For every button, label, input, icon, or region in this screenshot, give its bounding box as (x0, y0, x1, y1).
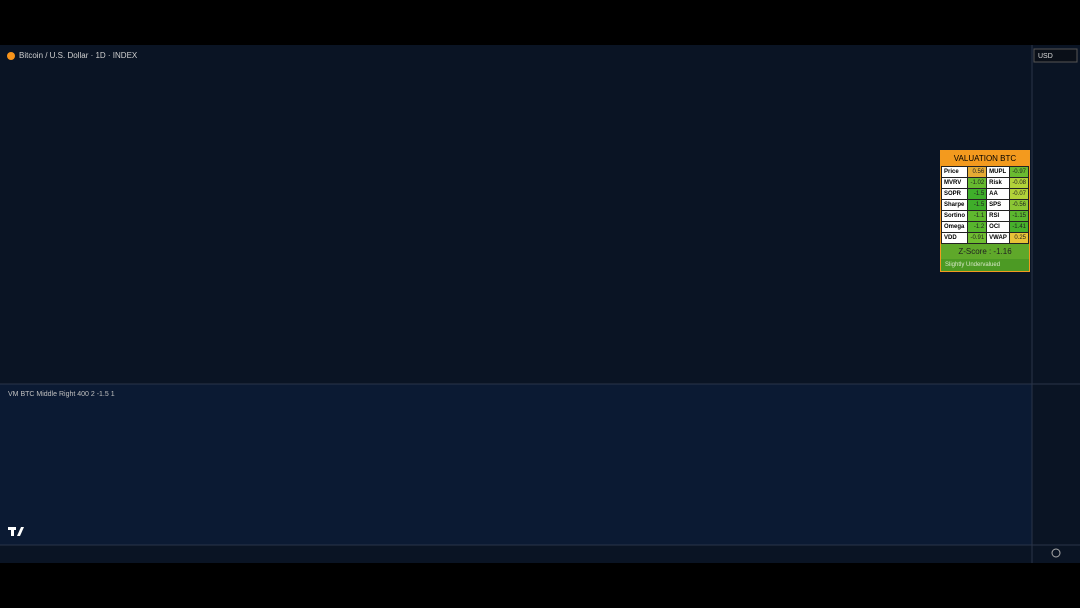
metric-value: -0.97 (1009, 166, 1029, 178)
metric-name: MVRV (940, 177, 969, 189)
metric-value: -1.15 (1009, 210, 1029, 222)
metric-name: MUPL (986, 166, 1011, 178)
metric-name: RSI (986, 210, 1011, 222)
metric-name: SOPR (940, 188, 969, 200)
oscillator-background (0, 384, 1032, 545)
settings-icon[interactable] (1051, 548, 1061, 558)
symbol-icon (7, 52, 15, 60)
metrics-grid: Price 0.56 MUPL -0.97 MVRV -1.02 Risk -0.08 SOPR… (940, 166, 1029, 244)
currency-button[interactable] (1033, 48, 1078, 63)
metric-name: Sharpe (940, 199, 969, 211)
metric-name: AA (986, 188, 1011, 200)
indicator-title: VM BTC Middle Right 400 2 -1.5 1 (8, 391, 115, 398)
metric-name: SPS (986, 199, 1011, 211)
metric-value: -1.1 (967, 210, 988, 222)
table-row: Sharpe -1.5 SPS -0.56 (940, 199, 1029, 211)
metric-name: Omega (940, 221, 969, 233)
metric-name: Price (940, 166, 969, 178)
valuation-table: VALUATION BTC Price 0.56 MUPL -0.97 MVRV -1.0… (940, 150, 1030, 272)
table-row: SOPR -1.5 AA -0.07 (940, 188, 1029, 200)
z-score: Z-Score : -1.16 (941, 244, 1029, 259)
metric-value: 0.25 (1009, 232, 1029, 244)
metric-value: -0.07 (1009, 188, 1029, 200)
metric-name: Risk (986, 177, 1011, 189)
valuation-status: Slightly Undervalued (941, 259, 1029, 271)
metric-name: OCI (986, 221, 1011, 233)
metric-value: -1.41 (1009, 221, 1029, 233)
metric-value: -1.5 (967, 188, 988, 200)
table-row: Sortino -1.1 RSI -1.15 (940, 210, 1029, 222)
metric-value: -0.56 (1009, 199, 1029, 211)
metric-name: VDD (940, 232, 969, 244)
metric-name: VWAP (986, 232, 1011, 244)
symbol-title: Bitcoin / U.S. Dollar · 1D · INDEX (19, 51, 138, 60)
tradingview-logo (8, 527, 24, 536)
table-row: VDD -0.91 VWAP 0.25 (940, 232, 1029, 244)
table-row: MVRV -1.02 Risk -0.08 (940, 177, 1029, 189)
metric-value: -0.08 (1009, 177, 1029, 189)
metric-value: -1.02 (967, 177, 988, 189)
table-row: Omega -1.2 OCI -1.41 (940, 221, 1029, 233)
metric-value: -1.5 (967, 199, 988, 211)
metric-value: -1.2 (967, 221, 988, 233)
metric-name: Sortino (940, 210, 969, 222)
metric-value: 0.56 (967, 166, 988, 178)
currency-label: USD (1038, 53, 1053, 60)
metric-value: -0.91 (967, 232, 988, 244)
table-title: VALUATION BTC (953, 154, 1017, 163)
table-row: Price 0.56 MUPL -0.97 (940, 166, 1029, 178)
